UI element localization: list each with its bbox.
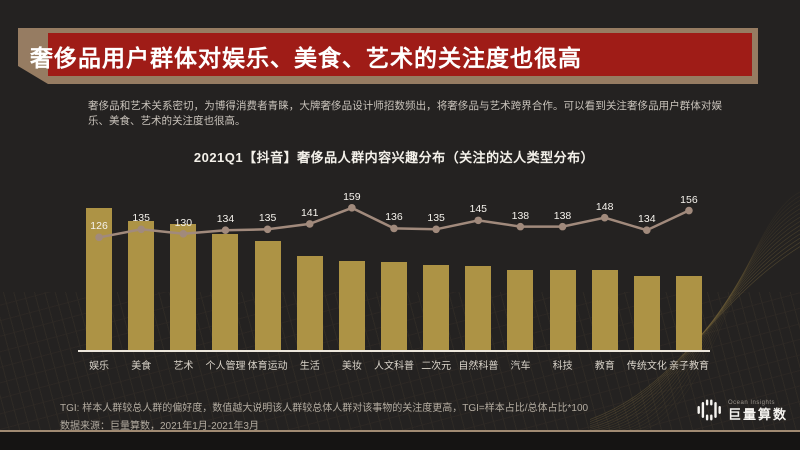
bar-个人管理 [212,233,239,350]
line-marker [95,233,103,242]
tgi-value-label: 136 [385,211,403,224]
ocean-insights-logo-icon [697,399,721,421]
intro-paragraph: 奢侈品和艺术关系密切，为博得消费者青睐，大牌奢侈品设计师招数频出，将奢侈品与艺术… [88,99,722,127]
x-axis-baseline [78,350,710,352]
category-label: 二次元 [421,361,452,372]
bar-传统文化 [633,276,660,350]
tgi-value-label: 134 [638,213,656,226]
bar-艺术 [170,223,197,350]
line-marker [685,206,693,215]
x-axis-category-labels: 娱乐 美食 艺术 个人管理 体育运动 生活 美妆 人文科普 二次元 自然科普 汽车 科技 教育 传统文化亲… [78,357,710,372]
tgi-value-label: 159 [343,190,361,203]
line-marker [516,222,525,231]
bar-科技 [549,270,576,350]
category-label: 体育运动 [247,361,288,372]
tgi-value-label: 134 [216,213,235,226]
category-label: 生活 [299,361,320,372]
line-marker [348,204,356,212]
bar-娱乐 [86,208,113,350]
tgi-value-label: 156 [680,193,698,206]
tgi-footnote: TGI: 样本人群较总人群的偏好度，数值越大说明该人群较总体人群对该事物的关注度… [60,403,589,414]
line-marker [390,224,398,233]
bar-二次元 [423,264,450,350]
logo-subtitle: Ocean Insights [727,399,776,406]
category-label: 艺术 [173,361,194,372]
tgi-value-label: 135 [258,212,277,225]
category-label: 娱乐 [89,361,110,372]
bar-亲子教育 [675,276,702,350]
tgi-line-series [95,204,693,242]
bar-人文科普 [381,261,407,350]
page-title: 奢侈品用户群体对娱乐、美食、艺术的关注度也很高 [30,45,582,71]
data-source-note: 数据来源：巨量算数，2021年1月-2021年3月 [60,421,259,432]
line-marker [643,226,651,235]
category-label: 亲子教育 [669,361,710,372]
chart-plot-area: 126 135 130 134 135 141 159 136 135 145 138 138 148 1… [78,185,710,350]
line-marker [600,213,609,222]
category-label: 教育 [594,361,615,372]
banner-red-bar [48,33,752,76]
tgi-value-label: 126 [90,220,108,233]
logo-title: 巨量算数 [727,406,788,422]
bar-生活 [296,256,323,350]
bar-美食 [128,220,155,350]
chart-title: 2021Q1【抖音】奢侈品人群内容兴趣分布（关注的达人类型分布） [193,150,595,165]
category-label: 自然科普 [458,361,499,372]
category-label: 汽车 [510,361,531,372]
line-marker [137,225,145,234]
logo-text: Ocean Insights 巨量算数 [728,400,788,421]
tgi-value-label: 130 [174,216,193,229]
line-marker [474,216,483,225]
category-label: 个人管理 [205,361,246,372]
tgi-value-label: 138 [553,209,572,222]
tgi-value-label: 141 [300,206,319,219]
line-marker [221,226,230,235]
tgi-value-label: 148 [595,200,614,213]
title-banner: 奢侈品用户群体对娱乐、美食、艺术的关注度也很高 [18,28,758,84]
tgi-value-label: 138 [511,209,530,222]
line-marker [263,225,272,234]
line-marker [179,229,188,238]
bar-自然科普 [465,266,492,350]
category-label: 传统文化 [626,361,667,372]
bar-教育 [591,270,618,350]
line-marker [432,225,440,234]
footer-divider-line [0,430,800,432]
category-label: 科技 [552,361,573,372]
tgi-value-label: 145 [469,203,488,216]
line-marker [558,222,567,231]
tgi-value-label: 135 [427,212,445,225]
tgi-value-label: 135 [132,212,150,225]
ocean-insights-logo: Ocean Insights 巨量算数 [696,397,788,423]
category-label: 美食 [131,361,152,372]
category-label: 美妆 [341,361,362,372]
line-marker [305,220,314,228]
bar-美妆 [338,260,365,350]
bar-体育运动 [254,240,281,350]
category-label: 人文科普 [374,361,415,372]
bar-汽车 [507,270,534,350]
footer-strip [0,432,800,450]
